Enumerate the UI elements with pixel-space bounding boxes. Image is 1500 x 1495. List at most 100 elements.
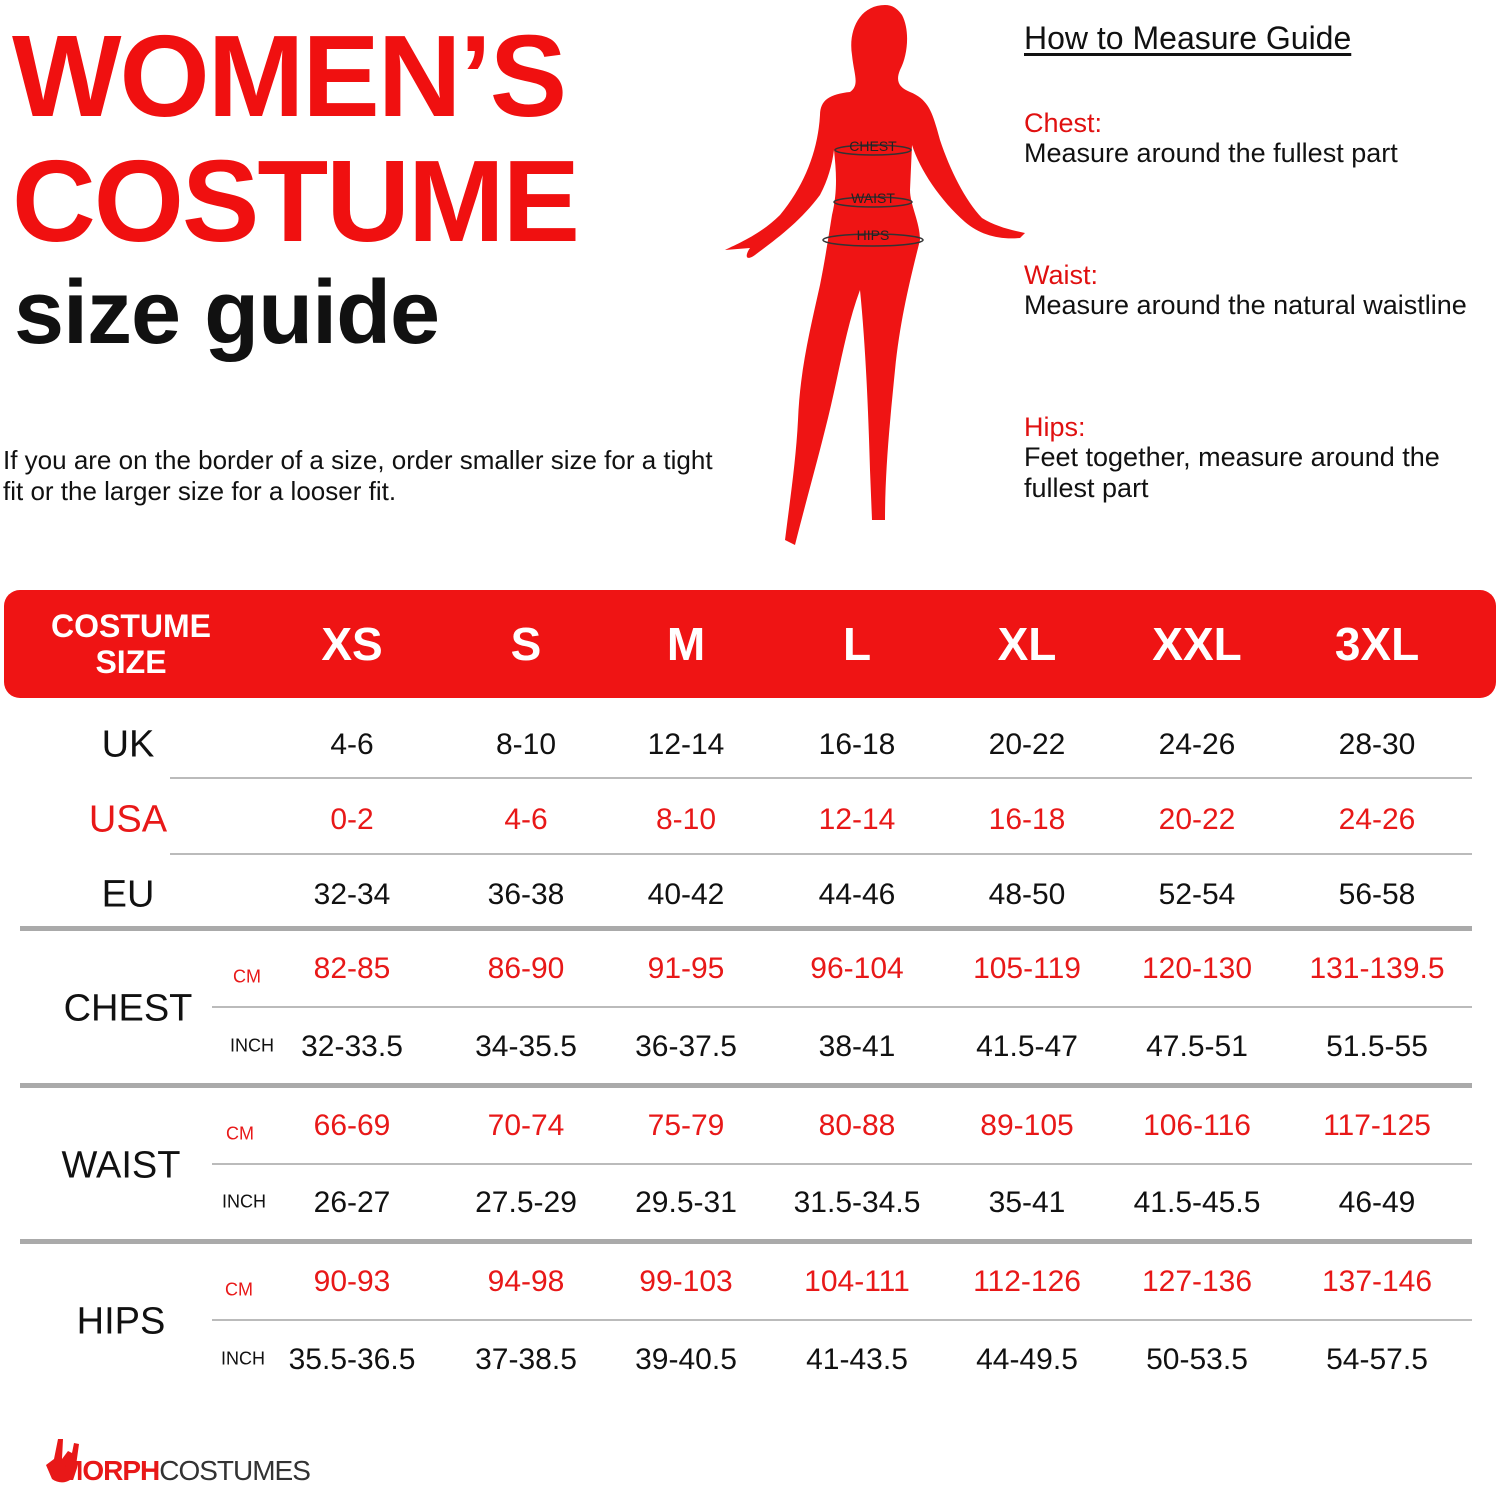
table-cell: 34-35.5 [475, 1030, 577, 1063]
unit-label-cm: CM [226, 1123, 254, 1144]
table-cell: 41.5-47 [976, 1030, 1078, 1063]
table-cell: 39-40.5 [635, 1343, 737, 1376]
section-divider [20, 1239, 1472, 1244]
table-cell: 29.5-31 [635, 1186, 737, 1219]
table-cell: 8-10 [655, 803, 717, 836]
costume-size-header: COSTUME SIZE [51, 608, 211, 680]
table-cell: 117-125 [1323, 1109, 1431, 1142]
table-cell: 99-103 [639, 1265, 733, 1298]
table-cell: 37-38.5 [475, 1343, 577, 1376]
table-cell: 80-88 [818, 1109, 896, 1142]
table-cell: 86-90 [487, 952, 565, 985]
size-header-xl: XL [997, 618, 1057, 670]
table-cell: 26-27 [313, 1186, 391, 1219]
table-cell: 20-22 [988, 728, 1066, 761]
measure-guide-title: How to Measure Guide [1024, 20, 1352, 56]
unit-label-inch: INCH [221, 1348, 265, 1369]
table-cell: 20-22 [1158, 803, 1236, 836]
chest-instructions: Measure around the fullest part [1024, 138, 1398, 168]
table-cell: 0-2 [330, 803, 374, 836]
chest-heading: Chest: [1024, 108, 1103, 138]
sizing-note: If you are on the border of a size, orde… [3, 445, 713, 506]
morph-costumes-logo: MORPH COSTUMES [42, 1435, 311, 1487]
table-cell: 38-41 [818, 1030, 896, 1063]
section-divider [20, 1083, 1472, 1088]
logo-costumes: COSTUMES [159, 1455, 311, 1486]
figure-label-waist: WAIST [851, 190, 895, 206]
table-cell: 16-18 [818, 728, 896, 761]
hips-heading: Hips: [1024, 412, 1086, 442]
row-divider [212, 1162, 1472, 1165]
table-cell: 127-136 [1141, 1265, 1253, 1298]
table-cell: 56-58 [1338, 878, 1416, 911]
body-silhouette-figure: CHEST WAIST HIPS [725, 5, 1025, 545]
section-divider [20, 926, 1472, 931]
table-cell: 24-26 [1158, 728, 1236, 761]
table-cell: 41-43.5 [806, 1343, 908, 1376]
table-cell: 131-139.5 [1309, 952, 1445, 985]
table-cell: 35.5-36.5 [288, 1343, 416, 1376]
table-cell: 51.5-55 [1326, 1030, 1428, 1063]
row-divider [170, 853, 1472, 855]
row-label-chest: CHEST [63, 987, 193, 1030]
table-cell: 4-6 [504, 803, 548, 836]
figure-label-hips: HIPS [857, 227, 890, 243]
table-cell: 44-49.5 [976, 1343, 1078, 1376]
table-cell: 90-93 [313, 1265, 391, 1298]
table-cell: 12-14 [818, 803, 896, 836]
table-cell: 137-146 [1321, 1265, 1433, 1298]
size-header-xs: XS [321, 618, 383, 670]
table-cell: 89-105 [980, 1109, 1074, 1142]
table-cell: 36-37.5 [635, 1030, 737, 1063]
table-cell: 32-34 [313, 878, 391, 911]
table-cell: 96-104 [810, 952, 904, 985]
size-header-m: M [666, 618, 706, 670]
size-header-xxl: XXL [1152, 618, 1242, 670]
table-cell: 91-95 [647, 952, 725, 985]
table-cell: 54-57.5 [1326, 1343, 1428, 1376]
table-cell: 41.5-45.5 [1133, 1186, 1261, 1219]
table-cell: 120-130 [1141, 952, 1253, 985]
logo-morph: MORPH [60, 1455, 160, 1486]
waist-instructions: Measure around the natural waistline [1024, 290, 1467, 320]
rock-hand-icon [46, 1439, 79, 1483]
figure-label-chest: CHEST [849, 138, 897, 154]
unit-label-cm: CM [225, 1279, 253, 1300]
row-label-uk: UK [101, 723, 155, 766]
table-cell: 32-33.5 [301, 1030, 403, 1063]
unit-label-inch: INCH [222, 1191, 266, 1212]
table-cell: 8-10 [495, 728, 557, 761]
title-line-1: WOMEN’S [12, 11, 567, 141]
table-cell: 105-119 [973, 952, 1081, 985]
table-cell: 31.5-34.5 [793, 1186, 921, 1219]
table-cell: 94-98 [487, 1265, 565, 1298]
table-cell: 16-18 [988, 803, 1066, 836]
table-cell: 35-41 [988, 1186, 1066, 1219]
size-header-l: L [842, 618, 872, 670]
row-label-hips: HIPS [76, 1300, 166, 1343]
table-cell: 36-38 [487, 878, 565, 911]
subtitle: size guide [14, 263, 440, 363]
table-cell: 66-69 [313, 1109, 391, 1142]
size-header-3xl: 3XL [1334, 618, 1420, 670]
row-label-waist: WAIST [61, 1144, 181, 1186]
table-cell: 46-49 [1338, 1186, 1416, 1219]
size-header-s: S [510, 618, 542, 670]
table-cell: 75-79 [647, 1109, 725, 1142]
waist-heading: Waist: [1024, 260, 1098, 290]
hips-instructions: Feet together, measure around the fulles… [1024, 442, 1440, 503]
table-cell: 70-74 [487, 1109, 565, 1142]
row-label-eu: EU [101, 873, 155, 916]
row-label-usa: USA [88, 798, 168, 841]
table-cell: 104-111 [804, 1265, 910, 1298]
table-cell: 4-6 [330, 728, 374, 761]
table-cell: 47.5-51 [1146, 1030, 1248, 1063]
table-cell: 12-14 [647, 728, 725, 761]
table-cell: 28-30 [1338, 728, 1416, 761]
table-cell: 40-42 [647, 878, 725, 911]
unit-label-inch: INCH [230, 1035, 274, 1056]
row-divider [170, 777, 1472, 779]
table-cell: 82-85 [313, 952, 391, 985]
table-cell: 106-116 [1143, 1109, 1251, 1142]
size-table-header: COSTUME SIZE XS S M L XL XXL 3XL [4, 590, 1496, 698]
